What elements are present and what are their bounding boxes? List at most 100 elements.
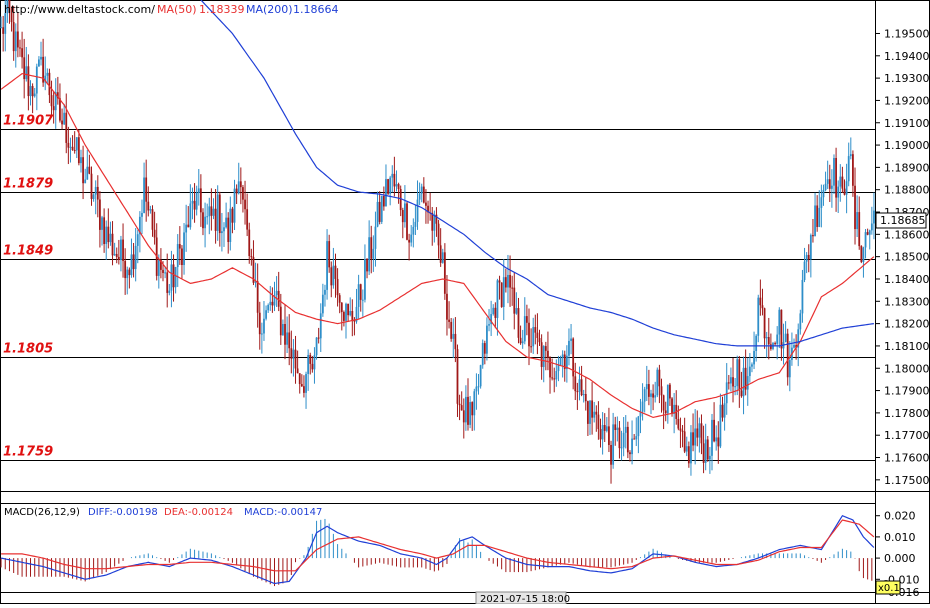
candle-body	[368, 237, 371, 272]
candle-body	[227, 217, 230, 242]
candle-body	[452, 333, 455, 339]
candle-body	[206, 216, 209, 218]
zoom-indicator[interactable]: x0.1	[875, 580, 901, 595]
candle-body	[702, 443, 705, 463]
candle-body	[347, 303, 350, 316]
candle-body	[31, 86, 34, 97]
candle-body	[94, 186, 97, 195]
candle-body	[547, 350, 549, 358]
candle-body	[776, 334, 779, 344]
candle-body	[389, 177, 392, 194]
candle-body	[494, 307, 497, 318]
candle-body	[763, 308, 766, 339]
candle-body	[328, 241, 331, 268]
candle-body	[216, 194, 219, 231]
support-resistance-levels	[0, 129, 875, 461]
candle-body	[860, 246, 863, 262]
candle-body	[50, 95, 53, 107]
candle-body	[99, 199, 101, 230]
level-labels: 1.1907 1.1879 1.1849 1.1805 1.1759	[3, 114, 54, 460]
candle-body	[8, 0, 11, 13]
candle-body	[391, 173, 394, 178]
price-tick-label: 1.18500	[884, 251, 930, 264]
candle-body	[52, 106, 55, 111]
candle-body	[376, 201, 379, 227]
candle-body	[21, 48, 23, 58]
candle-body	[330, 267, 333, 286]
price-tick-label: 1.17800	[884, 407, 930, 420]
ma200-label: MA(200)	[246, 3, 293, 16]
candle-body	[101, 217, 103, 230]
candle-body	[351, 311, 354, 321]
candle-body	[86, 166, 89, 180]
candle-body	[582, 394, 585, 396]
candle-body	[715, 437, 718, 442]
candle-body	[835, 158, 837, 198]
candle-body	[382, 196, 385, 207]
candle-body	[225, 217, 228, 228]
candle-body	[666, 384, 669, 414]
candle-body	[727, 382, 730, 384]
candle-body	[416, 199, 419, 222]
candle-body	[410, 234, 413, 243]
candle-body	[635, 436, 638, 440]
candle-body	[467, 396, 469, 425]
candle-body	[540, 342, 543, 367]
candle-body	[549, 357, 551, 378]
candle-body	[258, 312, 261, 335]
candle-body	[504, 277, 507, 288]
candle-body	[284, 324, 286, 345]
candle-body	[403, 203, 406, 223]
price-tick-label: 1.17900	[884, 385, 930, 398]
current-price-marker: 1.18685	[875, 212, 927, 229]
candle-body	[441, 252, 444, 263]
candle-body	[570, 338, 572, 341]
zoom-label[interactable]: x0.1	[878, 583, 900, 594]
candle-body	[149, 209, 152, 211]
candle-body	[544, 346, 547, 351]
candle-body	[612, 424, 615, 465]
macd-tick-label: 0.010	[884, 531, 916, 544]
candle-body	[854, 185, 856, 230]
candle-body	[759, 297, 762, 306]
candle-body	[361, 299, 364, 301]
candle-body	[336, 278, 339, 296]
candle-body	[12, 22, 15, 52]
candle-body	[208, 206, 211, 217]
candle-body	[38, 59, 40, 67]
candle-body	[48, 72, 51, 96]
candle-body	[559, 357, 562, 366]
candle-body	[406, 203, 408, 240]
candle-body	[639, 411, 642, 417]
candle-body	[816, 205, 819, 227]
candle-body	[805, 254, 808, 262]
candle-body	[868, 230, 871, 235]
candle-body	[458, 403, 461, 406]
candle-body	[145, 177, 148, 202]
candle-body	[586, 401, 589, 424]
price-tick-label: 1.19200	[884, 94, 930, 107]
candle-body	[650, 393, 652, 397]
source-url[interactable]: http://www.deltastock.com/	[4, 3, 155, 16]
candle-body	[645, 384, 648, 390]
candle-body	[671, 398, 673, 414]
candle-body	[801, 279, 804, 314]
candle-body	[809, 235, 812, 260]
current-price-label: 1.18685	[880, 214, 926, 227]
candle-body	[414, 221, 417, 227]
candle-body	[471, 402, 474, 416]
candle-body	[797, 329, 800, 348]
candle-body	[294, 349, 297, 369]
candle-body	[488, 324, 490, 326]
macd-dea-value: DEA:-0.00124	[164, 507, 233, 518]
price-tick-label: 1.17700	[884, 429, 930, 442]
candle-body	[786, 333, 789, 378]
candle-body	[214, 208, 217, 231]
candle-body	[793, 345, 795, 348]
candle-body	[248, 229, 251, 256]
candle-body	[757, 297, 760, 336]
candle-body	[692, 432, 694, 446]
candle-body	[35, 66, 38, 94]
candle-body	[870, 223, 873, 231]
